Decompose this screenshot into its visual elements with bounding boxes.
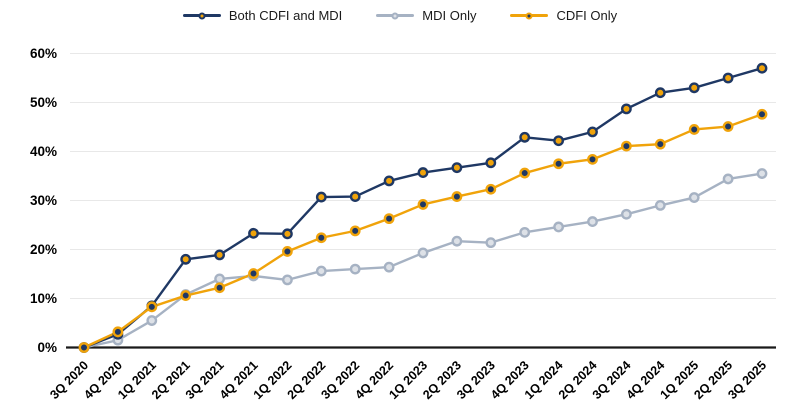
data-point-marker-cdfi-only (451, 191, 463, 202)
data-point-marker-mdi-only (281, 274, 293, 286)
data-point-marker-mdi-only (722, 173, 734, 185)
data-point-marker-cdfi-only (756, 108, 768, 120)
data-point-marker-both-cdfi-and-mdi (417, 167, 429, 178)
legend-line-icon (376, 12, 415, 19)
legend-item-cdfi-only[interactable]: CDFI Only (510, 8, 617, 23)
data-point-marker-both-cdfi-and-mdi (180, 253, 192, 265)
legend-item-mdi-only[interactable]: MDI Only (376, 8, 476, 23)
y-tick-label: 20% (30, 242, 57, 257)
data-point-marker-both-cdfi-and-mdi (621, 103, 632, 115)
legend-item-both-cdfi-and-mdi[interactable]: Both CDFI and MDI (182, 8, 343, 23)
data-point-marker-cdfi-only (248, 268, 259, 279)
data-point-marker-mdi-only (519, 226, 531, 238)
data-point-marker-cdfi-only (383, 213, 395, 225)
y-tick-label: 50% (30, 95, 57, 110)
data-point-marker-mdi-only (451, 235, 463, 247)
data-point-marker-both-cdfi-and-mdi (756, 62, 768, 74)
data-point-marker-cdfi-only (654, 138, 666, 150)
data-point-marker-mdi-only (654, 199, 666, 211)
data-point-marker-both-cdfi-and-mdi (519, 131, 531, 143)
data-point-marker-cdfi-only (112, 326, 124, 338)
data-point-marker-cdfi-only (349, 225, 361, 237)
y-tick-label: 30% (30, 193, 57, 208)
y-tick-label: 0% (37, 340, 57, 355)
data-point-marker-cdfi-only (180, 290, 192, 301)
data-point-marker-both-cdfi-and-mdi (688, 82, 700, 94)
legend-line-icon (510, 12, 549, 19)
y-tick-label: 60% (30, 46, 57, 61)
data-point-marker-both-cdfi-and-mdi (248, 227, 259, 239)
data-point-marker-cdfi-only (146, 301, 158, 313)
data-point-marker-mdi-only (688, 192, 700, 203)
legend-label: MDI Only (422, 8, 477, 23)
data-point-marker-cdfi-only (214, 282, 226, 294)
data-point-marker-both-cdfi-and-mdi (383, 175, 395, 187)
chart-legend: Both CDFI and MDI MDI Only CDFI Only (0, 8, 800, 23)
data-point-marker-mdi-only (417, 247, 429, 259)
data-point-marker-cdfi-only (587, 153, 598, 165)
data-point-marker-both-cdfi-and-mdi (315, 191, 327, 203)
data-point-marker-both-cdfi-and-mdi (349, 191, 361, 202)
data-point-marker-both-cdfi-and-mdi (722, 72, 734, 84)
legend-marker-icon (198, 12, 206, 19)
y-tick-label: 10% (30, 291, 57, 306)
legend-label: CDFI Only (556, 8, 618, 23)
data-point-marker-both-cdfi-and-mdi (214, 249, 226, 261)
data-point-marker-mdi-only (485, 237, 497, 249)
data-point-marker-cdfi-only (485, 183, 497, 195)
data-point-marker-mdi-only (146, 315, 158, 326)
data-point-marker-both-cdfi-and-mdi (654, 87, 666, 99)
data-point-marker-cdfi-only (621, 140, 632, 152)
data-point-marker-cdfi-only (78, 342, 90, 353)
data-point-marker-cdfi-only (315, 232, 327, 244)
data-point-marker-mdi-only (756, 168, 768, 179)
data-point-marker-cdfi-only (519, 167, 531, 179)
data-point-marker-cdfi-only (688, 124, 700, 135)
data-point-marker-mdi-only (621, 208, 632, 220)
data-point-marker-mdi-only (383, 261, 395, 273)
data-point-marker-mdi-only (349, 263, 361, 275)
data-point-marker-cdfi-only (281, 246, 293, 257)
data-point-marker-mdi-only (315, 265, 327, 277)
legend-marker-icon (391, 12, 399, 19)
y-tick-label: 40% (30, 144, 57, 159)
data-point-marker-both-cdfi-and-mdi (281, 228, 293, 240)
legend-line-icon (182, 12, 221, 19)
data-point-marker-mdi-only (214, 273, 226, 285)
data-point-marker-cdfi-only (553, 158, 564, 170)
data-point-marker-both-cdfi-and-mdi (485, 157, 497, 169)
data-point-marker-both-cdfi-and-mdi (553, 135, 564, 147)
legend-marker-icon (525, 12, 533, 19)
data-point-marker-mdi-only (587, 216, 598, 227)
data-point-marker-cdfi-only (722, 121, 734, 132)
data-point-marker-both-cdfi-and-mdi (451, 162, 463, 174)
legend-label: Both CDFI and MDI (228, 8, 343, 23)
data-point-marker-both-cdfi-and-mdi (587, 126, 598, 138)
data-point-marker-mdi-only (553, 221, 564, 233)
data-point-marker-cdfi-only (417, 199, 429, 210)
